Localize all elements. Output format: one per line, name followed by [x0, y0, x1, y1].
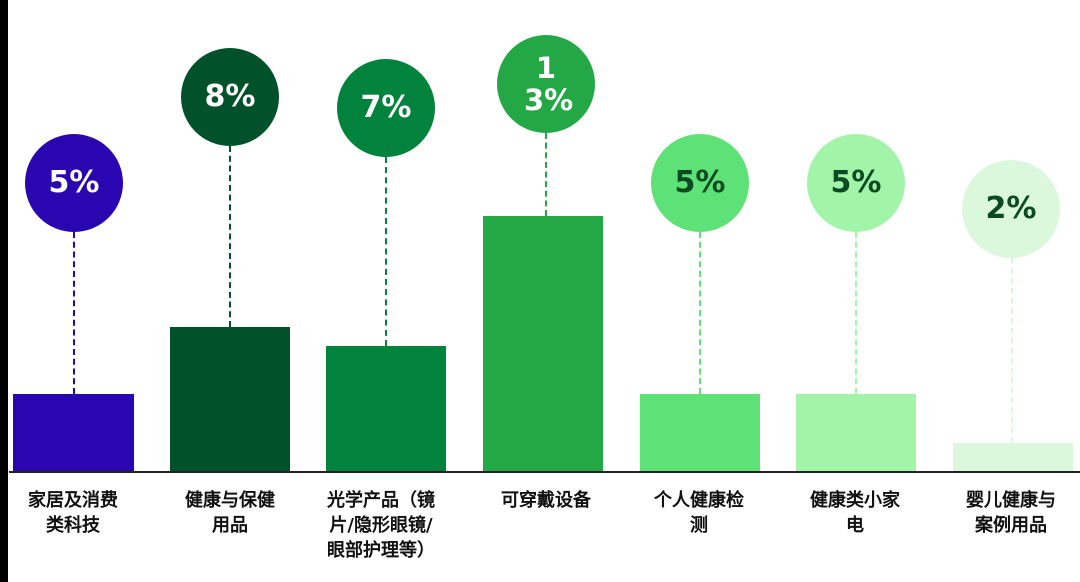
stem-health-small-appliances: [855, 232, 857, 394]
label-line: 婴儿健康与: [966, 490, 1056, 511]
bar-home-consumer-tech: [13, 394, 134, 472]
value-bubble-health-small-appliances: 5%: [807, 134, 905, 232]
value-bubble-optical-products: 7%: [337, 59, 435, 157]
category-label-baby-health-products: 婴儿健康与 案例用品: [936, 488, 1080, 538]
label-line: 片/隐形眼镜/: [329, 515, 433, 536]
label-line: 光学产品（镜: [327, 490, 435, 511]
stem-baby-health-products: [1011, 258, 1013, 443]
stem-health-care-products: [229, 146, 231, 327]
value-bubble-home-consumer-tech: 5%: [25, 134, 123, 232]
label-line: 眼部护理等）: [327, 540, 435, 561]
label-line: 类科技: [46, 515, 100, 536]
label-line: 案例用品: [975, 515, 1047, 536]
value-label: 5%: [830, 165, 882, 200]
label-line: 电: [846, 515, 864, 536]
value-bubble-health-care-products: 8%: [181, 48, 279, 146]
value-label: 8%: [204, 79, 256, 114]
label-line: 健康类小家: [810, 490, 900, 511]
label-line: 可穿戴设备: [501, 490, 591, 511]
value-label: 13%: [524, 51, 574, 117]
bar-wearable-devices: [483, 216, 603, 472]
label-line: 用品: [212, 515, 248, 536]
value-label: 5%: [48, 165, 100, 200]
bar-personal-health-monitoring: [640, 394, 760, 472]
label-line: 测: [690, 515, 708, 536]
stem-wearable-devices: [545, 133, 547, 216]
value-label: 7%: [360, 90, 412, 125]
label-line: 家居及消费: [28, 490, 118, 511]
bar-baby-health-products: [953, 443, 1073, 472]
category-label-health-small-appliances: 健康类小家 电: [780, 488, 930, 538]
value-bubble-personal-health-monitoring: 5%: [651, 134, 749, 232]
left-edge-strip: [0, 0, 8, 582]
value-bubble-baby-health-products: 2%: [962, 160, 1060, 258]
label-line: 个人健康检: [654, 490, 744, 511]
label-line: 健康与保健: [185, 490, 275, 511]
x-axis-baseline: [9, 471, 1080, 473]
category-label-optical-products: 光学产品（镜 片/隐形眼镜/ 眼部护理等）: [306, 488, 456, 563]
value-label: 5%: [674, 165, 726, 200]
value-label: 2%: [985, 191, 1037, 226]
bar-health-care-products: [170, 327, 290, 472]
category-label-personal-health-monitoring: 个人健康检 测: [624, 488, 774, 538]
bar-optical-products: [326, 346, 446, 472]
category-label-health-care-products: 健康与保健 用品: [155, 488, 305, 538]
stem-personal-health-monitoring: [699, 232, 701, 394]
category-label-wearable-devices: 可穿戴设备: [471, 488, 621, 513]
category-label-home-consumer-tech: 家居及消费 类科技: [0, 488, 148, 538]
stem-home-consumer-tech: [73, 232, 75, 394]
stem-optical-products: [385, 157, 387, 346]
bar-health-small-appliances: [796, 394, 916, 472]
value-bubble-wearable-devices: 13%: [497, 35, 595, 133]
